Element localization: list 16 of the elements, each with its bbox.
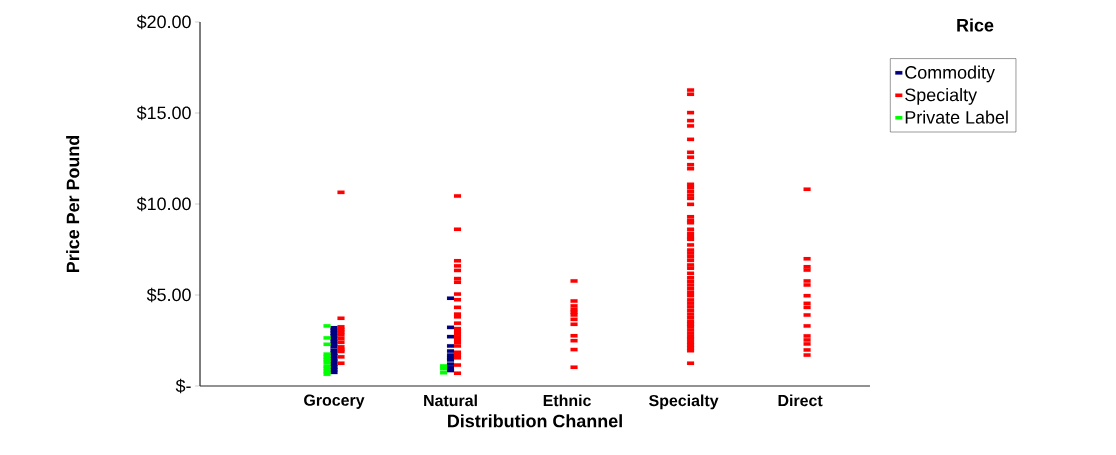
legend-title: Rice <box>957 18 994 32</box>
legend-label: Private Label <box>905 110 1008 124</box>
y-tick-label: $15.00 <box>136 105 191 121</box>
y-tick-label: $5.00 <box>146 287 191 303</box>
legend-label: Commodity <box>905 65 995 83</box>
y-tick-label: $20.00 <box>136 14 191 30</box>
x-tick-label: Direct <box>778 394 823 407</box>
x-tick-label: Ethnic <box>543 394 591 407</box>
y-axis-title: Price Per Pound <box>66 135 80 273</box>
y-tick-label: $10.00 <box>136 196 191 212</box>
x-tick-label: Specialty <box>649 394 719 410</box>
x-axis-title: Distribution Channel <box>448 414 622 428</box>
x-tick-label: Grocery <box>304 394 365 409</box>
x-tick-label: Natural <box>424 394 477 407</box>
legend-label: Specialty <box>905 88 978 105</box>
y-tick-label: $- <box>175 378 191 394</box>
